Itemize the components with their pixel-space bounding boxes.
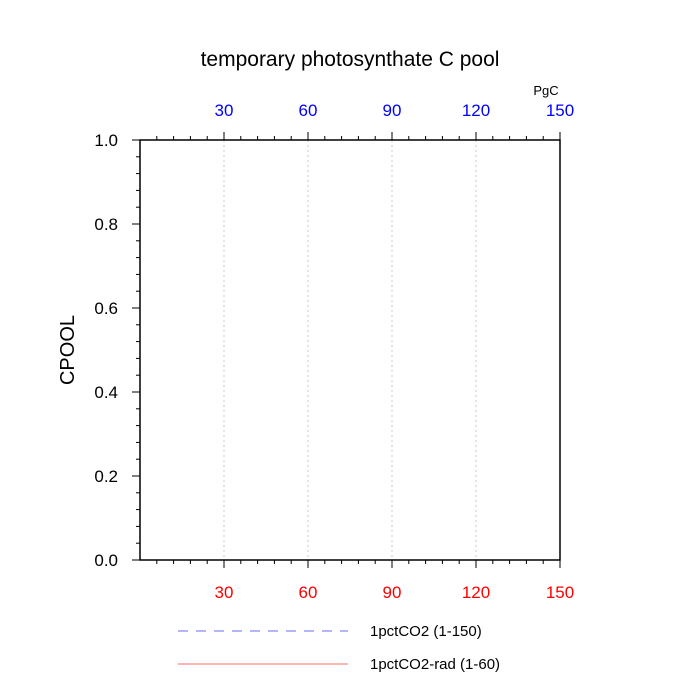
x-tick-label-bottom: 120 (462, 583, 490, 602)
y-tick-label: 0.8 (94, 215, 118, 234)
tick-layer (132, 132, 561, 568)
plot-frame (139, 139, 561, 561)
legend-label-1pctco2: 1pctCO2 (1-150) (370, 623, 482, 640)
top-axis-unit: PgC (533, 83, 558, 98)
x-tick-label-bottom: 30 (215, 583, 234, 602)
x-tick-label-top: 120 (462, 101, 490, 120)
y-tick-label: 0.4 (94, 383, 118, 402)
y-tick-label: 0.2 (94, 467, 118, 486)
x-tick-label-bottom: 150 (546, 583, 574, 602)
legend-label-1pctco2-rad: 1pctCO2-rad (1-60) (370, 656, 500, 673)
x-tick-label-top: 90 (383, 101, 402, 120)
x-tick-label-bottom: 60 (299, 583, 318, 602)
y-tick-label: 1.0 (94, 131, 118, 150)
y-tick-label: 0.6 (94, 299, 118, 318)
y-axis-label: CPOOL (57, 315, 79, 385)
grid-layer (223, 140, 477, 560)
y-tick-label: 0.0 (94, 551, 118, 570)
x-tick-label-top: 150 (546, 101, 574, 120)
chart-title: temporary photosynthate C pool (201, 48, 500, 71)
label-layer: 30 60 90 120 150 30 60 90 120 150 0.0 0.2 0.4 0.6 0.8 1… (94, 101, 574, 602)
x-tick-label-top: 30 (215, 101, 234, 120)
legend: 1pctCO2 (1-150) 1pctCO2-rad (1-60) (178, 623, 500, 673)
x-tick-label-bottom: 90 (383, 583, 402, 602)
x-tick-label-top: 60 (299, 101, 318, 120)
